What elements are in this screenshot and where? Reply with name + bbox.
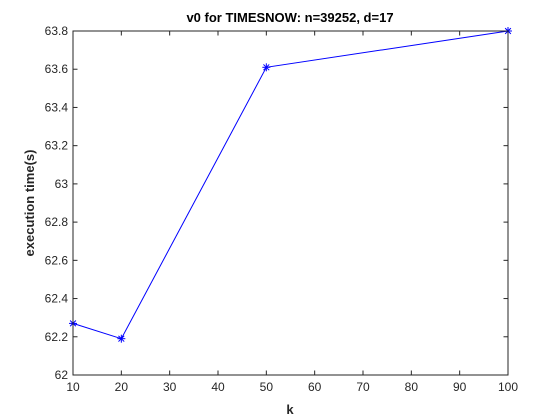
x-tick-label: 90 <box>453 380 467 394</box>
x-tick-label: 50 <box>260 380 274 394</box>
y-tick-label: 63.2 <box>45 139 69 153</box>
x-tick-label: 70 <box>356 380 370 394</box>
y-axis-label: execution time(s) <box>22 150 37 257</box>
data-point-asterisk <box>117 335 125 343</box>
x-tick-label: 10 <box>66 380 80 394</box>
x-tick-label: 100 <box>498 380 518 394</box>
y-tick-label: 63.8 <box>45 24 69 38</box>
chart-title: v0 for TIMESNOW: n=39252, d=17 <box>186 10 393 25</box>
y-tick-label: 62.4 <box>45 292 69 306</box>
y-tick-label: 62.6 <box>45 253 69 267</box>
x-tick-label: 20 <box>115 380 129 394</box>
y-tick-label: 62.8 <box>45 215 69 229</box>
x-tick-label: 40 <box>211 380 225 394</box>
y-tick-label: 62 <box>55 368 69 382</box>
y-tick-label: 63.6 <box>45 62 69 76</box>
y-tick-label: 63 <box>55 177 69 191</box>
y-tick-label: 62.2 <box>45 330 69 344</box>
plot-area <box>73 31 508 375</box>
x-tick-label: 30 <box>163 380 177 394</box>
x-tick-label: 60 <box>308 380 322 394</box>
x-tick-label: 80 <box>405 380 419 394</box>
data-point-asterisk <box>262 63 270 71</box>
x-axis-label: k <box>286 402 294 417</box>
y-tick-label: 63.4 <box>45 100 69 114</box>
